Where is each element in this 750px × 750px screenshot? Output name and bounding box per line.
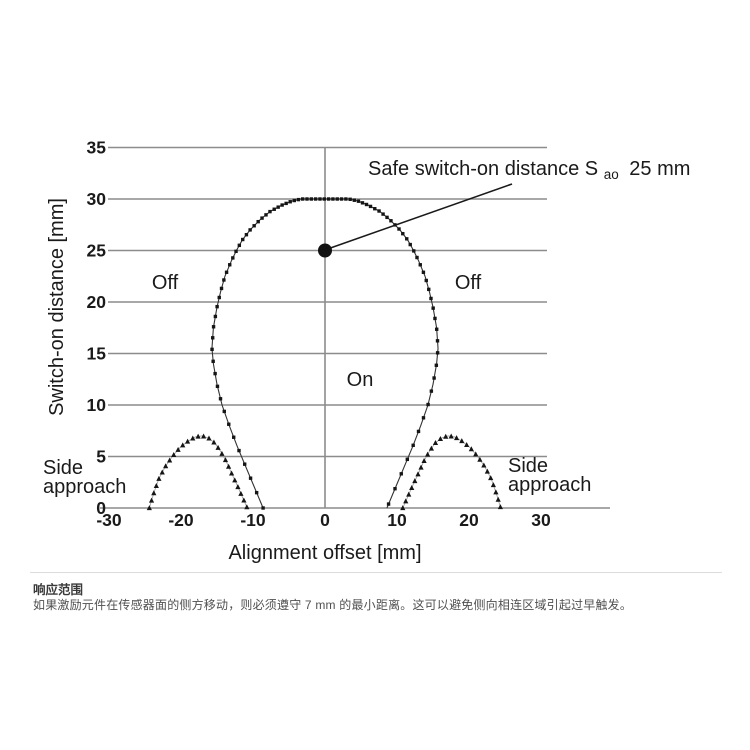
svg-text:20: 20: [459, 510, 479, 530]
svg-text:30: 30: [87, 189, 107, 209]
svg-text:10: 10: [87, 395, 107, 415]
svg-text:10: 10: [387, 510, 407, 530]
region-label-off-left: Off: [152, 272, 179, 294]
svg-text:-30: -30: [96, 510, 122, 530]
footer-heading: 响应范围: [33, 583, 84, 597]
data-series: [146, 197, 504, 511]
svg-text:0: 0: [320, 510, 330, 530]
footer-note: 如果激励元件在传感器面的侧方移动，则必须遵守 7 mm 的最小距离。这可以避免侧…: [33, 598, 633, 612]
svg-text:20: 20: [87, 292, 107, 312]
svg-text:35: 35: [87, 138, 107, 158]
svg-text:5: 5: [96, 447, 106, 467]
svg-text:25: 25: [87, 241, 107, 261]
safe-distance-annotation: Safe switch-on distance S ao 25 mm: [368, 158, 690, 184]
side-approach-label-left: Side approach: [43, 457, 126, 498]
svg-text:-20: -20: [168, 510, 194, 530]
side-approach-label-right: Side approach: [508, 455, 591, 496]
svg-text:15: 15: [87, 344, 107, 364]
tick-labels: 0 5 10 15 20 25 30 35 -30 -20 -10 0 10 20 30: [87, 138, 551, 531]
svg-text:0: 0: [96, 498, 106, 518]
annotation-marker: [318, 183, 513, 258]
svg-text:30: 30: [531, 510, 551, 530]
x-axis-title: Alignment offset [mm]: [228, 542, 421, 564]
footer-divider: [30, 572, 722, 573]
region-label-off-right: Off: [455, 272, 482, 294]
y-axis-title: Switch-on distance [mm]: [46, 198, 68, 416]
svg-text:-10: -10: [240, 510, 266, 530]
region-label-on: On: [347, 369, 374, 391]
response-range-chart: 0 5 10 15 20 25 30 35 -30 -20 -10 0 10 20 30 Switch-on…: [43, 138, 690, 565]
